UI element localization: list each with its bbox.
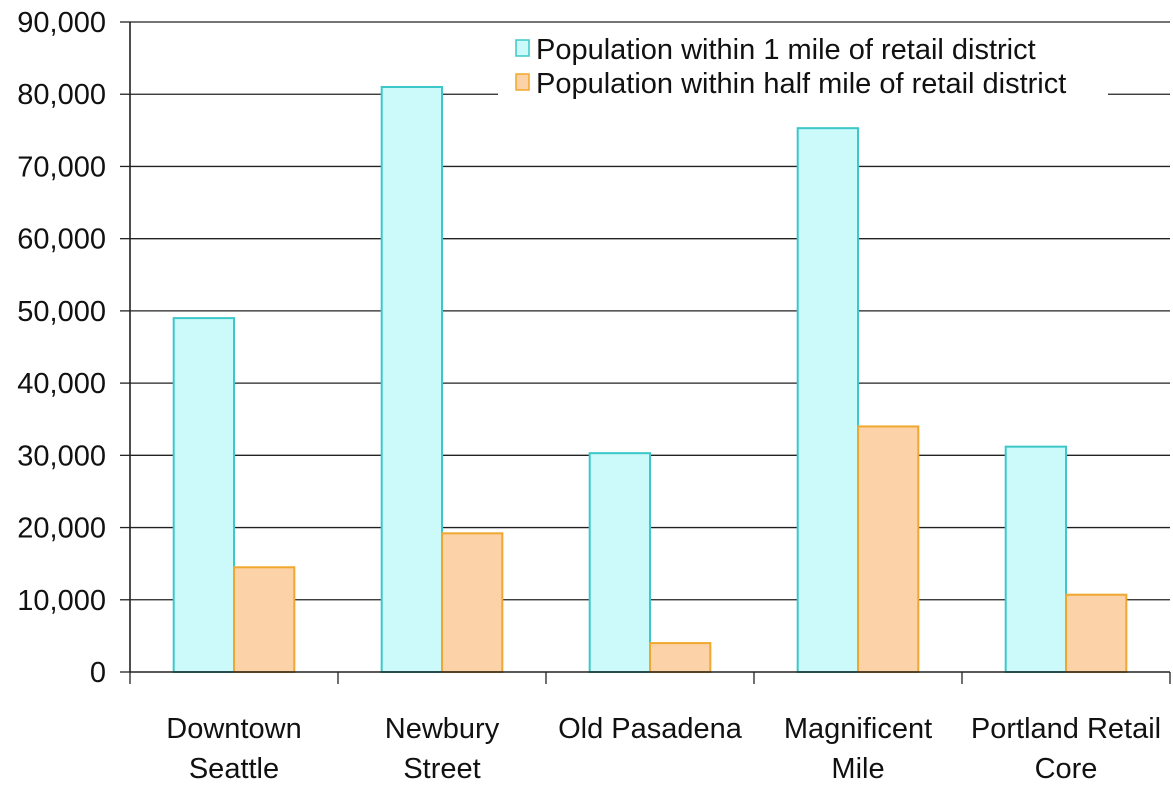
bar-one-mile	[588, 452, 651, 673]
y-tick-label: 90,000	[17, 7, 106, 39]
legend-swatch	[515, 39, 530, 57]
legend-label: Population within 1 mile of retail distr…	[536, 34, 1036, 66]
bar-half-mile	[233, 566, 296, 673]
y-tick-label: 0	[90, 657, 106, 689]
category-label: Magnificent	[784, 713, 932, 745]
bar-half-mile	[441, 532, 504, 673]
legend-box	[498, 32, 1108, 108]
category-label: Newbury	[385, 713, 500, 745]
bar-one-mile	[796, 127, 859, 673]
y-tick-label: 20,000	[17, 513, 106, 545]
gridlines	[130, 21, 1170, 601]
bar-half-mile	[1065, 593, 1128, 674]
y-tick-label: 10,000	[17, 585, 106, 617]
y-tick-label: 70,000	[17, 151, 106, 183]
bar-one-mile	[380, 86, 443, 673]
category-label: Core	[1035, 753, 1098, 785]
category-label: Downtown	[166, 713, 301, 745]
y-tick-label: 30,000	[17, 440, 106, 472]
legend-label: Population within half mile of retail di…	[536, 68, 1066, 100]
bars	[172, 86, 1128, 674]
category-label: Mile	[831, 753, 884, 785]
y-tick-label: 80,000	[17, 79, 106, 111]
legend-swatch	[515, 73, 530, 91]
y-tick-labels: 0 10,000 20,000 30,000 40,000 50,000 60,000 70,…	[17, 7, 106, 689]
axes	[120, 21, 1171, 684]
y-tick-label: 60,000	[17, 224, 106, 256]
bar-one-mile	[1004, 445, 1067, 673]
category-label: Seattle	[189, 753, 279, 785]
category-labels: Downtown Seattle Newbury Street Old Pasadena…	[166, 713, 1161, 785]
y-tick-label: 40,000	[17, 368, 106, 400]
bar-half-mile	[857, 425, 920, 674]
y-tick-label: 50,000	[17, 296, 106, 328]
category-label: Old Pasadena	[558, 713, 743, 745]
category-label: Portland Retail	[971, 713, 1161, 745]
bar-one-mile	[172, 317, 235, 673]
category-label: Street	[403, 753, 480, 785]
bar-half-mile	[649, 642, 712, 673]
legend: Population within 1 mile of retail distr…	[498, 32, 1108, 108]
